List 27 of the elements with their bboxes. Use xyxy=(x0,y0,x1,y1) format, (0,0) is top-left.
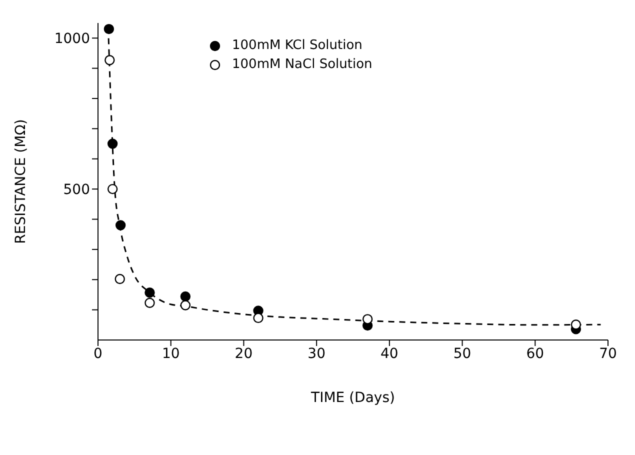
point xyxy=(180,300,191,310)
x-tick-label: 60 xyxy=(526,346,544,362)
point xyxy=(107,138,118,149)
y-tick-label: 1000 xyxy=(54,31,90,48)
x-tick-label: 50 xyxy=(453,346,472,362)
x-tick-label: 10 xyxy=(162,346,180,362)
point xyxy=(253,312,264,324)
legend-label: 100mM NaCl Solution xyxy=(232,57,372,72)
y-axis-title: RESISTANCE (MΩ) xyxy=(12,119,29,244)
x-tick-label: 20 xyxy=(234,346,253,362)
legend-label: 100mM KCl Solution xyxy=(232,38,362,53)
point xyxy=(114,274,125,284)
x-tick-label: 70 xyxy=(599,346,617,362)
point xyxy=(570,320,582,330)
x-tick-label: 30 xyxy=(308,346,326,362)
point xyxy=(115,220,126,230)
point xyxy=(362,314,373,324)
x-axis-title: TIME (Days) xyxy=(310,390,395,406)
point xyxy=(104,55,115,66)
point xyxy=(107,184,118,194)
point xyxy=(180,291,191,302)
point xyxy=(104,24,114,34)
point xyxy=(144,298,155,308)
y-tick-label: 500 xyxy=(63,182,90,198)
x-tick-label: 0 xyxy=(94,346,102,362)
x-tick-label: 40 xyxy=(380,346,398,362)
point xyxy=(144,288,155,298)
